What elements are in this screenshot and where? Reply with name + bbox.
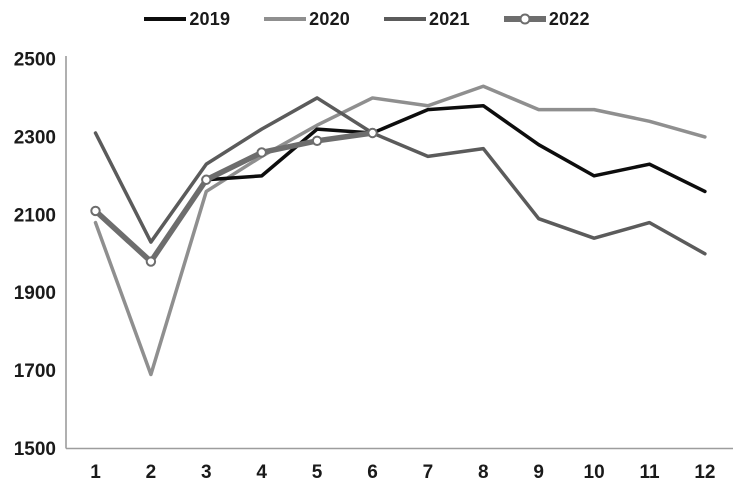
series-line-2020 bbox=[93, 84, 707, 377]
data-point-marker bbox=[256, 147, 267, 158]
legend-swatch-2022 bbox=[503, 13, 546, 25]
x-axis-tick-label: 6 bbox=[367, 462, 378, 483]
legend-swatch-2021 bbox=[384, 17, 426, 21]
x-axis-tick-label: 1 bbox=[90, 462, 101, 483]
x-axis-tick-label: 12 bbox=[694, 462, 715, 483]
x-axis-tick-label: 7 bbox=[423, 462, 434, 483]
y-axis-tick-label: 2300 bbox=[14, 127, 56, 148]
legend-item-2020: 2020 bbox=[264, 9, 350, 30]
x-axis-tick-label: 3 bbox=[201, 462, 212, 483]
legend-item-2021: 2021 bbox=[384, 9, 470, 30]
legend-label-2021: 2021 bbox=[429, 8, 470, 29]
y-axis-tick-label: 2500 bbox=[14, 50, 56, 71]
x-axis-tick-label: 8 bbox=[478, 462, 489, 483]
data-point-marker bbox=[311, 135, 323, 146]
series-line-2022 bbox=[92, 130, 376, 265]
chart-legend: 2019 2020 2021 2022 bbox=[0, 7, 734, 31]
data-point-marker bbox=[201, 174, 212, 185]
x-axis-tick-label: 2 bbox=[146, 462, 157, 483]
series-line-2019 bbox=[204, 103, 707, 194]
x-axis-tick-label: 9 bbox=[533, 462, 544, 483]
data-point-marker bbox=[145, 256, 157, 267]
x-axis-tick-label: 4 bbox=[256, 462, 267, 483]
x-axis-tick-label: 11 bbox=[639, 462, 660, 483]
legend-marker-dot-icon bbox=[519, 13, 531, 25]
y-axis-tick-label: 1900 bbox=[14, 283, 56, 304]
y-axis-tick-label: 2100 bbox=[14, 205, 56, 226]
legend-label-2020: 2020 bbox=[309, 8, 350, 29]
legend-swatch-2019 bbox=[144, 17, 187, 21]
legend-label-2019: 2019 bbox=[189, 8, 231, 29]
legend-item-2019: 2019 bbox=[144, 9, 230, 30]
series-line-2021 bbox=[93, 96, 707, 256]
legend-item-2022: 2022 bbox=[503, 8, 590, 30]
x-axis-tick-label: 10 bbox=[584, 462, 605, 483]
data-point-marker bbox=[367, 127, 378, 139]
legend-label-2022: 2022 bbox=[548, 8, 590, 29]
data-point-marker bbox=[90, 205, 101, 217]
x-axis-tick-label: 5 bbox=[312, 462, 323, 483]
y-axis-tick-label: 1500 bbox=[14, 439, 56, 460]
legend-swatch-2020 bbox=[264, 17, 307, 21]
y-axis-tick-label: 1700 bbox=[14, 361, 56, 382]
